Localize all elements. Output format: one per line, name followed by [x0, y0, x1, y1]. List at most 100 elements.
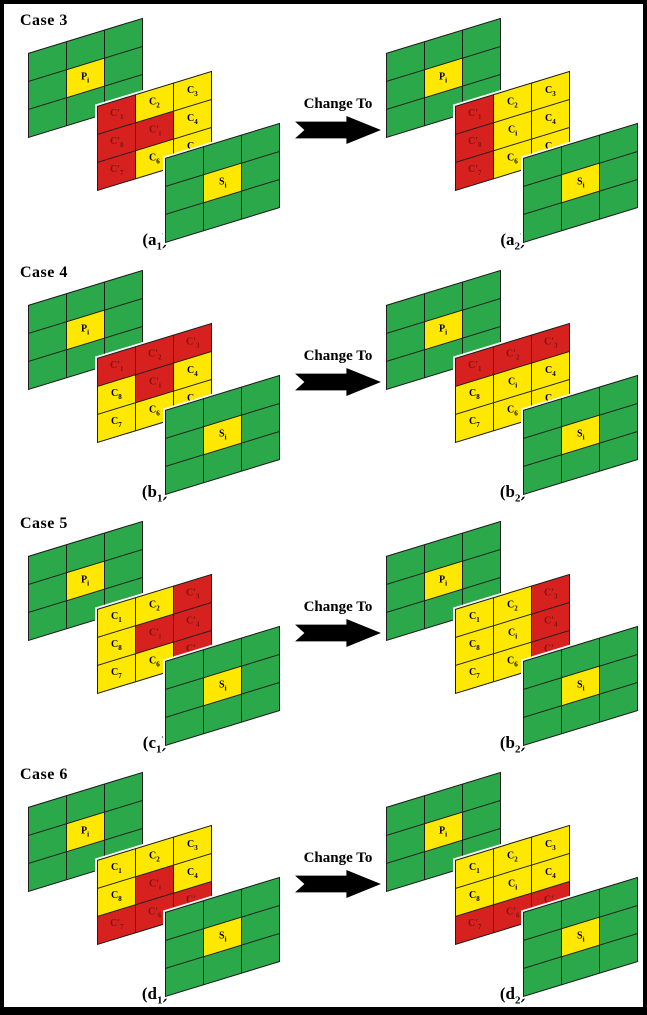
case-row-3: Case 3PiC′1C2C3C′8C′iC4C′7C6C5Si(a1)PiC′… [0, 6, 647, 257]
cell-label-base: C′ [467, 359, 478, 371]
cell-label: C8 [111, 639, 122, 652]
case-title: Case 3 [20, 12, 68, 29]
change-to-arrow: Change To [288, 348, 388, 401]
cell-label-sub: 3 [552, 843, 556, 852]
cell-label: C4 [545, 866, 556, 879]
change-to-label: Change To [303, 850, 373, 866]
block-right-arrow-icon [295, 619, 381, 647]
cell-label-sub: 4 [195, 620, 200, 629]
cell-label-base: C′ [147, 347, 158, 359]
caption-open: (d [499, 984, 515, 1003]
cell-label-base: C′ [148, 626, 159, 638]
cell-label-sub: i [158, 631, 161, 640]
right-stage: PiC′1C′2C′3C8CiC4C7C6C5Si(b2) [358, 258, 647, 509]
cell-label-sub: 8 [118, 643, 122, 652]
cell-label: C′i [148, 877, 161, 891]
cell-label-sub: 1 [118, 866, 122, 875]
cell-label-sub: 3 [194, 843, 198, 852]
change-to-arrow: Change To [288, 599, 388, 652]
cell-label: C8 [469, 890, 480, 903]
caption-open: (c [142, 733, 157, 752]
cell-label-sub: 7 [118, 671, 122, 680]
cell-label-base: C′ [109, 107, 120, 119]
cell-label-base: C′ [147, 905, 158, 917]
cell-label-sub: i [515, 380, 518, 389]
cell-label-base: C′ [148, 877, 159, 889]
cell-label-sub: 3 [195, 592, 200, 601]
cell-label-sub: i [445, 578, 448, 587]
caption-sub: 1 [156, 994, 163, 1007]
cell-label: C1 [469, 862, 480, 875]
cell-label: Pi [81, 323, 89, 336]
cell-label-sub: 7 [476, 420, 480, 429]
cell-label: Pi [439, 825, 447, 838]
cell-label-base: S [576, 175, 583, 187]
cell-label: Ci [508, 376, 518, 389]
cell-label: C′7 [467, 917, 482, 931]
cell-label: C′i [148, 123, 161, 137]
cell-label: C′8 [468, 136, 482, 149]
cell-label: C1 [111, 862, 122, 875]
cell-label: C6 [149, 404, 160, 417]
cell-label: C8 [469, 639, 480, 652]
cell-label-base: S [576, 929, 583, 941]
case-title: Case 4 [20, 264, 68, 281]
cell-label: C8 [469, 388, 480, 401]
cell-label-sub: 6 [514, 408, 518, 417]
cell-label-base: C′ [467, 917, 478, 929]
cell-label-sub: i [87, 578, 90, 587]
cell-label-base: C′ [543, 336, 554, 348]
cell-label-sub: 6 [156, 408, 160, 417]
caption-open: (a [500, 230, 515, 249]
cell-label: Si [219, 176, 227, 189]
cell-label: Pi [439, 71, 447, 84]
cell-label: C3 [187, 84, 198, 97]
cell-label-sub: 2 [514, 854, 518, 863]
cell-label-sub: 1 [477, 364, 482, 373]
cell-label-sub: 3 [553, 592, 558, 601]
block-right-arrow-icon [295, 116, 381, 144]
cell-label-sub: i [87, 75, 90, 84]
cell-label-base: C′ [148, 123, 159, 135]
caption-close: ) [162, 230, 168, 249]
cell-label-sub: 7 [477, 922, 482, 931]
cell-label: C3 [545, 838, 556, 852]
cell-label: Ci [508, 124, 518, 137]
cell-label: Ci [508, 627, 517, 640]
cell-label-sub: 4 [194, 369, 198, 378]
cell-label-sub: 1 [476, 866, 480, 875]
cell-label-sub: 8 [477, 140, 482, 149]
case-row-6: Case 6PiC1C2C3C8C′iC4C′7C′6C′5Si(d1)PiC1… [0, 760, 647, 1011]
cell-label: C′1 [110, 360, 124, 373]
cell-label-sub: i [224, 683, 227, 692]
cell-label-sub: 6 [156, 156, 160, 165]
cell-label-sub: 1 [477, 112, 482, 121]
cell-label-sub: 4 [553, 620, 558, 629]
cell-label: C′6 [147, 905, 162, 919]
cell-label: C2 [149, 599, 160, 612]
cell-label-sub: i [515, 128, 518, 137]
cell-label: C3 [545, 84, 556, 98]
cell-label: Si [577, 428, 585, 441]
case-row-5: Case 5PiC1C2C′3C8C′iC′4C7C6C′5Si(c1)PiC1… [0, 509, 647, 760]
cell-label: C4 [545, 112, 556, 125]
cell-label-base: C′ [467, 107, 478, 119]
cell-label: C6 [149, 655, 160, 668]
cell-label: C4 [187, 364, 198, 378]
cell-label-sub: i [224, 180, 227, 189]
cell-label-base: C′ [109, 917, 120, 929]
cell-label-sub: i [582, 683, 585, 692]
cell-label-sub: 2 [157, 352, 162, 361]
subfigure-caption: (a1) [100, 230, 210, 252]
cell-label: C2 [149, 850, 160, 863]
cell-label-sub: 1 [119, 112, 124, 121]
cell-label: C6 [149, 152, 160, 165]
cell-label-sub: 3 [552, 89, 556, 98]
cell-label-sub: 3 [195, 341, 200, 350]
cell-label: C6 [507, 404, 518, 417]
cell-label-base: C′ [505, 905, 516, 917]
cell-label: C2 [507, 850, 518, 863]
cell-label: Pi [81, 825, 89, 838]
